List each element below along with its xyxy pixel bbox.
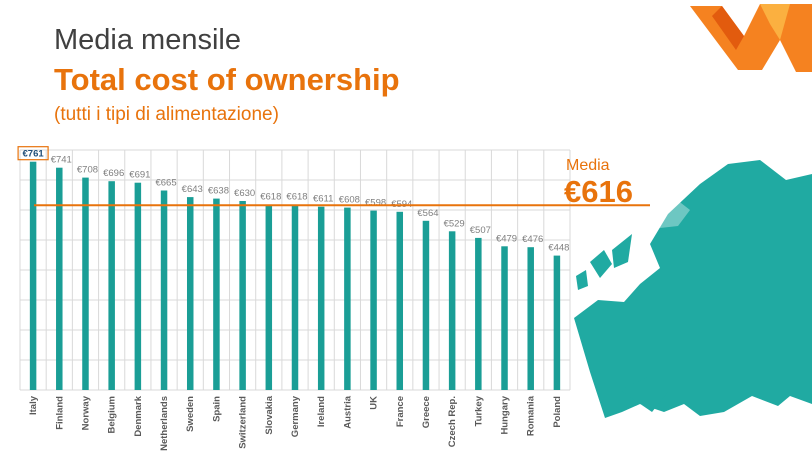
- category-label: Czech Rep.: [447, 396, 458, 447]
- average-value: €616: [564, 174, 633, 209]
- brand-logo: [690, 4, 812, 72]
- category-label: Sweden: [185, 396, 196, 432]
- bar-spain: [213, 198, 220, 390]
- category-label: Belgium: [107, 396, 118, 433]
- bar-czech-rep-: [448, 231, 456, 390]
- category-label: Slovakia: [264, 395, 275, 434]
- data-label: €638: [208, 186, 229, 197]
- data-label: €448: [548, 243, 569, 254]
- bar-norway: [82, 177, 89, 390]
- chart-subtitle: (tutti i tipi di alimentazione): [54, 104, 279, 125]
- bar-ireland: [317, 206, 325, 390]
- bar-denmark: [134, 182, 142, 390]
- category-label: Finland: [54, 396, 65, 430]
- category-label: Ireland: [316, 396, 327, 427]
- bar-slovakia: [265, 204, 273, 390]
- category-label: Denmark: [133, 395, 144, 436]
- data-label: €618: [286, 192, 307, 203]
- category-label: Poland: [552, 396, 563, 428]
- bar-italy: [29, 161, 37, 390]
- category-label: France: [395, 396, 406, 427]
- category-label: UK: [369, 396, 380, 410]
- category-label: Italy: [28, 395, 39, 415]
- data-label: €479: [496, 233, 517, 244]
- data-label: €608: [339, 195, 360, 206]
- data-label: €691: [129, 170, 150, 181]
- bar-poland: [553, 255, 561, 390]
- category-label: Romania: [526, 395, 537, 436]
- category-label: Austria: [342, 395, 353, 428]
- bar-hungary: [501, 246, 508, 390]
- category-label: Hungary: [500, 395, 511, 434]
- bar-switzerland: [239, 201, 246, 390]
- data-label: €598: [365, 198, 386, 209]
- bar-belgium: [108, 181, 115, 390]
- average-label: Media: [566, 157, 610, 174]
- category-label: Greece: [421, 396, 432, 428]
- europe-map: [574, 160, 812, 418]
- data-label: €761: [23, 149, 45, 160]
- bar-germany: [291, 204, 299, 390]
- bar-france: [396, 211, 404, 390]
- data-label: €507: [470, 225, 491, 236]
- category-label: Switzerland: [238, 396, 249, 449]
- data-label: €665: [155, 178, 176, 189]
- data-label: €618: [260, 192, 281, 203]
- category-label: Turkey: [473, 395, 484, 426]
- data-label: €708: [77, 165, 98, 176]
- category-label: Germany: [290, 395, 301, 437]
- bar-turkey: [475, 237, 482, 390]
- category-label: Spain: [211, 396, 222, 422]
- bar-romania: [527, 247, 534, 390]
- bar-greece: [422, 220, 430, 390]
- data-label: €696: [103, 168, 124, 179]
- data-label: €643: [182, 184, 203, 195]
- data-label: €476: [522, 234, 543, 245]
- category-label: Norway: [80, 395, 91, 430]
- title-line: Media mensile: [54, 24, 241, 56]
- data-label: €564: [417, 208, 438, 219]
- bar-finland: [56, 167, 63, 390]
- bar-austria: [344, 207, 351, 390]
- bar-sweden: [186, 197, 194, 390]
- data-label: €529: [444, 218, 465, 229]
- category-label: Netherlands: [159, 396, 170, 451]
- highlight-box: [17, 146, 49, 161]
- data-label: €630: [234, 188, 255, 199]
- bar-uk: [370, 210, 377, 390]
- bar-netherlands: [160, 190, 168, 390]
- chart-title: Total cost of ownership: [54, 62, 400, 97]
- data-label: €611: [313, 194, 333, 205]
- bar-chart: €761 Italy €741 Finland €708 Norway €696 Belgiu…: [17, 146, 650, 451]
- data-label: €741: [51, 155, 72, 166]
